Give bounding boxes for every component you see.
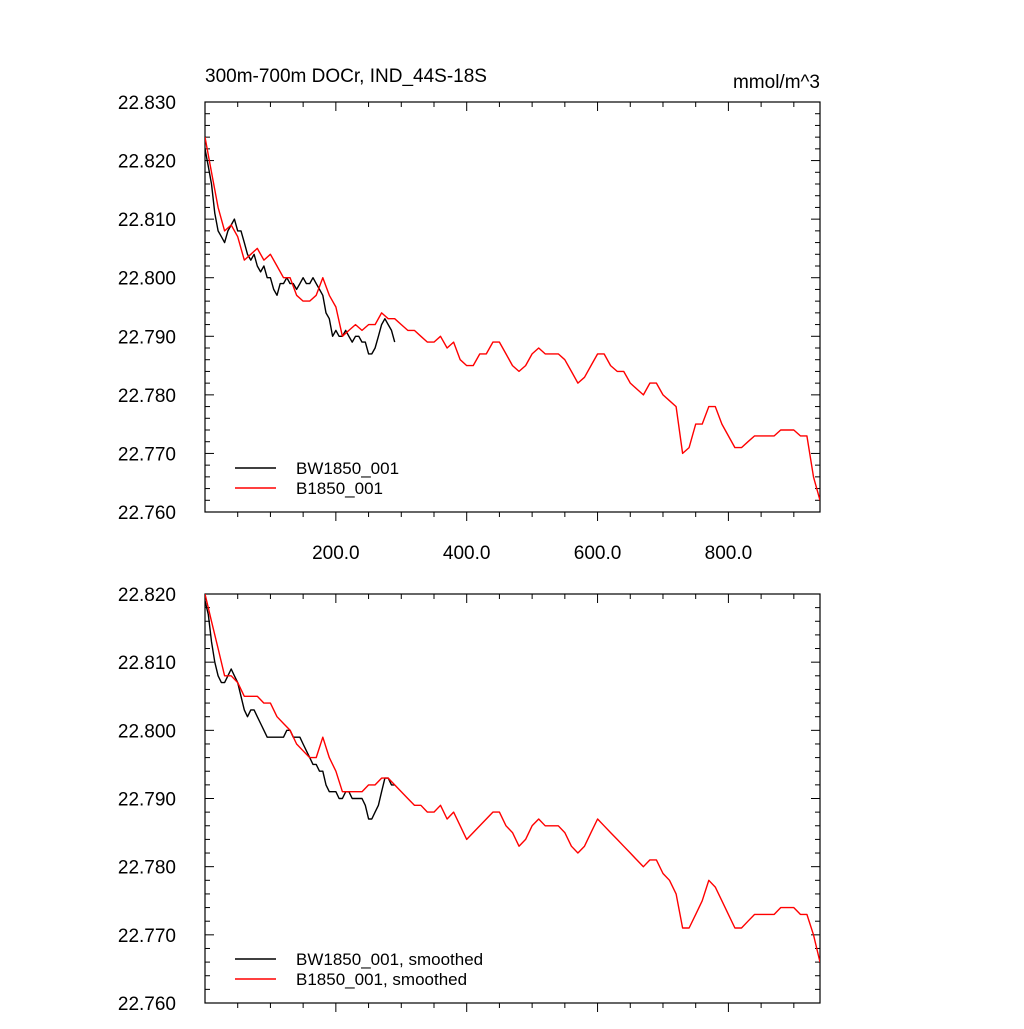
y-tick-label: 22.820 xyxy=(118,585,176,606)
series-line-1-2 xyxy=(205,136,820,501)
y-tick-label: 22.810 xyxy=(118,210,176,231)
legend-label: BW1850_001, smoothed xyxy=(296,950,483,969)
y-tick-label: 22.810 xyxy=(118,653,176,674)
y-tick-label: 22.760 xyxy=(118,503,176,524)
y-tick-label: 22.800 xyxy=(118,269,176,290)
y-tick-label: 22.770 xyxy=(118,444,176,465)
plot-frame-2 xyxy=(204,593,821,1004)
y-tick-label: 22.830 xyxy=(118,93,176,114)
y-tick-label: 22.790 xyxy=(118,790,176,811)
y-tick-label: 22.820 xyxy=(118,152,176,173)
series-line-1-1 xyxy=(205,148,396,355)
x-tick-label: 400.0 xyxy=(443,543,491,564)
series-line-2-1 xyxy=(205,600,395,820)
y-tick-label: 22.760 xyxy=(118,994,176,1015)
legend-label: B1850_001 xyxy=(296,479,383,498)
chart-title: 300m-700m DOCr, IND_44S-18S xyxy=(205,66,487,87)
x-tick-label: 800.0 xyxy=(705,543,753,564)
plot-frame-1 xyxy=(204,101,821,513)
y-tick-label: 22.780 xyxy=(118,386,176,407)
y-tick-label: 22.800 xyxy=(118,721,176,742)
y-tick-label: 22.770 xyxy=(118,926,176,947)
legend-label: B1850_001, smoothed xyxy=(296,970,467,989)
legend-label: BW1850_001 xyxy=(296,459,399,478)
series-line-2-2 xyxy=(205,594,820,963)
y-tick-label: 22.780 xyxy=(118,858,176,879)
x-tick-label: 600.0 xyxy=(574,543,622,564)
y-tick-label: 22.790 xyxy=(118,327,176,348)
x-tick-label: 200.0 xyxy=(312,543,360,564)
units-label: mmol/m^3 xyxy=(733,72,820,93)
